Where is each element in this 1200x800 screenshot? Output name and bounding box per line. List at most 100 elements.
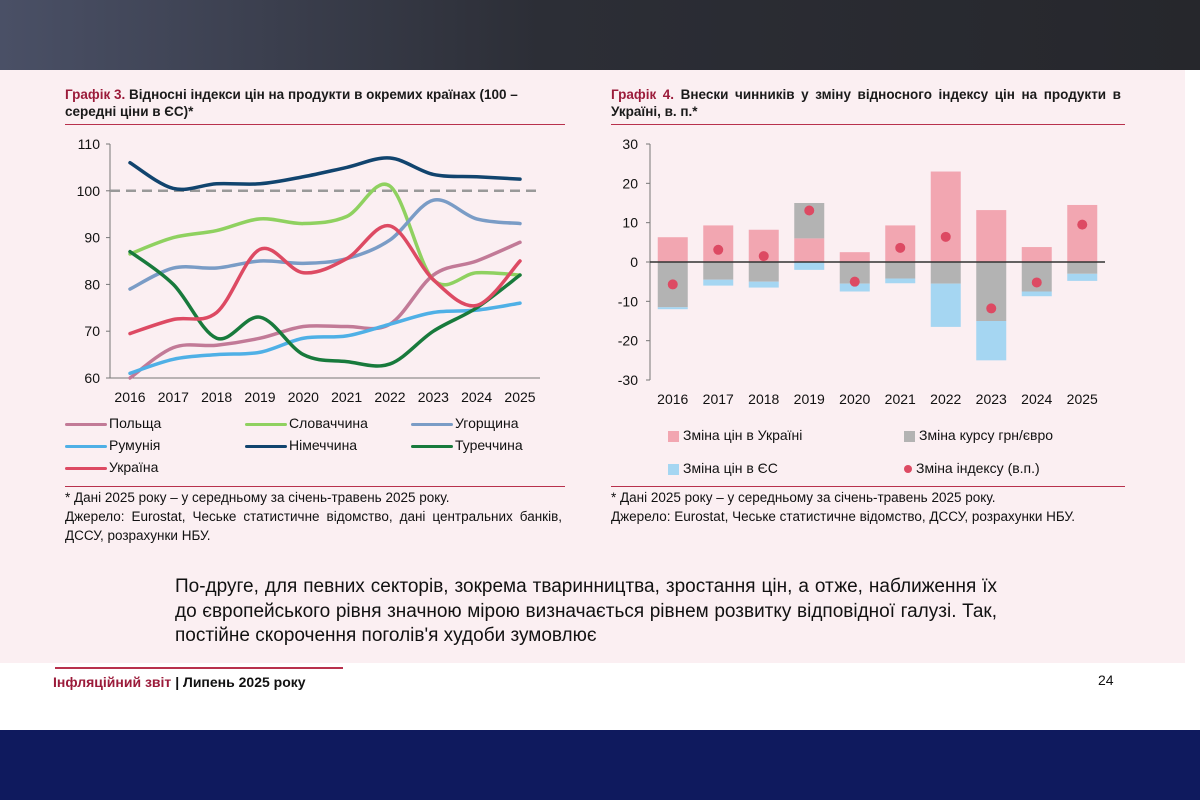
chart4-legend-item: Зміна цін в Україні	[668, 427, 802, 443]
chart3-legend-label: Румунія	[109, 437, 161, 453]
chart3-y-tick-label: 90	[84, 230, 100, 246]
chart4-title: Графік 4. Внески чинників у зміну віднос…	[611, 86, 1121, 120]
chart4-bar-eu_prices	[1021, 291, 1052, 297]
chart3-x-tick-label: 2020	[288, 389, 319, 405]
body-paragraph: По-друге, для певних секторів, зокрема т…	[175, 576, 997, 646]
chart3-x-tick-label: 2019	[244, 389, 275, 405]
chart3-series-line-turkey	[128, 249, 522, 368]
chart4-bar-ua_prices	[839, 252, 870, 262]
chart4-index-point	[713, 244, 724, 255]
chart3-legend-swatch	[245, 444, 287, 448]
chart4-bar-fx	[703, 262, 734, 280]
chart4-x-tick-label: 2016	[657, 391, 688, 407]
chart4-index-point	[895, 242, 906, 253]
chart4-legend-swatch	[904, 430, 915, 442]
chart4-bar-chart: -30 -20 -10 0 10 20 30 2016 2017 2018 2019 2020 2021…	[618, 136, 1105, 407]
footer: Інфляційний звіт | Липень 2025 року	[53, 674, 306, 690]
chart4-y-tick-label: 20	[622, 175, 638, 191]
chart4-index-point	[1077, 219, 1088, 230]
chart3-source: Джерело: Eurostat, Чеське статистичне ві…	[65, 509, 562, 543]
chart3-x-tick-label: 2016	[114, 389, 145, 405]
chart3-legend-label: Угорщина	[455, 415, 519, 431]
chart3-x-tick-label: 2022	[374, 389, 405, 405]
chart3-x-tick-label: 2021	[331, 389, 362, 405]
chart4-note: * Дані 2025 року – у середньому за січен…	[611, 490, 996, 505]
chart4-legend-swatch	[668, 463, 679, 475]
chart4-legend-item: Зміна індексу (в.п.)	[904, 460, 1040, 476]
chart4-bar-ua_prices	[657, 237, 688, 262]
chart3-legend-swatch	[65, 466, 107, 470]
chart3-x-tick-label: 2023	[418, 389, 449, 405]
chart3-y-tick-label: 60	[84, 370, 100, 386]
chart4-x-tick-label: 2020	[839, 391, 870, 407]
chart4-y-tick-label: 10	[622, 215, 638, 231]
chart4-bar-eu_prices	[794, 262, 825, 270]
chart3-legend-item: Туреччина	[411, 437, 523, 453]
chart4-notes: * Дані 2025 року – у середньому за січен…	[611, 488, 1121, 526]
chart3-legend-swatch	[65, 422, 107, 426]
chart3-title-rule	[65, 124, 565, 125]
chart4-bar-eu_prices	[703, 279, 734, 286]
chart3-legend-item: Німеччина	[245, 437, 357, 453]
chart4-label: Графік 4.	[611, 87, 675, 102]
chart4-y-tick-label: -10	[618, 293, 638, 309]
chart3-series-line-hungary	[128, 198, 522, 291]
chart4-bar-ua_prices	[976, 210, 1007, 262]
chart3-panel	[0, 70, 585, 663]
chart4-index-point	[986, 303, 997, 314]
chart3-y-tick-label: 100	[77, 183, 101, 199]
chart4-x-tick-label: 2019	[794, 391, 825, 407]
chart3-legend-item: Словаччина	[245, 415, 368, 431]
chart3-legend-label: Україна	[109, 459, 159, 475]
chart4-x-tick-label: 2024	[1021, 391, 1052, 407]
chart4-x-tick-label: 2018	[748, 391, 779, 407]
footer-rule	[55, 667, 343, 669]
chart3-legend-swatch	[411, 444, 453, 448]
chart4-bar-fx	[885, 262, 916, 279]
chart4-bar-fx	[930, 262, 961, 284]
chart3-x-tick-label: 2024	[461, 389, 492, 405]
chart4-bar-eu_prices	[839, 283, 870, 292]
chart4-bar-fx	[748, 262, 779, 282]
chart3-legend-item: Польща	[65, 415, 161, 431]
chart4-bar-ua_prices	[930, 171, 961, 262]
chart3-legend-swatch	[65, 444, 107, 448]
chart4-legend-swatch	[904, 465, 912, 474]
chart4-bar-fx	[1067, 262, 1098, 274]
chart4-index-point	[1031, 277, 1042, 288]
chart4-x-tick-label: 2017	[703, 391, 734, 407]
chart4-index-point	[940, 231, 951, 242]
chart4-legend-item: Зміна курсу грн/євро	[904, 427, 1053, 443]
chart4-y-tick-label: -20	[618, 333, 638, 349]
chart3-line-chart: 60 70 80 90 100 110 2016 2017 2018 2019 2020 2021 20…	[77, 136, 540, 405]
chart4-x-tick-label: 2023	[976, 391, 1007, 407]
chart3-legend-label: Німеччина	[289, 437, 358, 453]
chart3-notes: * Дані 2025 року – у середньому за січен…	[65, 488, 562, 545]
chart4-bar-eu_prices	[885, 278, 916, 284]
chart3-y-tick-label: 70	[84, 323, 100, 339]
chart3-series-line-germany	[128, 156, 522, 192]
chart4-x-tick-label: 2022	[930, 391, 961, 407]
chart4-bottom-rule	[611, 486, 1125, 487]
chart4-bar-ua_prices	[794, 238, 825, 262]
chart4-legend-label: Зміна цін в Україні	[683, 427, 803, 443]
chart3-legend-item: Угорщина	[411, 415, 519, 431]
chart3-series-line-ukraine	[128, 224, 522, 336]
chart3-y-tick-label: 110	[78, 136, 101, 152]
chart4-source: Джерело: Eurostat, Чеське статистичне ві…	[611, 509, 1075, 524]
chart4-legend-swatch	[668, 430, 679, 442]
chart3-legend-label: Туреччина	[455, 437, 523, 453]
chart3-x-tick-label: 2017	[158, 389, 189, 405]
chart4-y-tick-label: -30	[618, 372, 638, 388]
chart4-x-tick-label: 2021	[885, 391, 916, 407]
chart4-index-point	[804, 205, 815, 216]
chart3-title-text: Відносні індекси цін на продукти в окрем…	[65, 87, 518, 119]
chart4-panel	[585, 70, 1185, 663]
chart3-legend-swatch	[245, 422, 287, 426]
chart4-bar-ua_prices	[1067, 204, 1098, 262]
chart4-title-rule	[611, 124, 1125, 125]
chart3-legend-item: Румунія	[65, 437, 160, 453]
chart4-bar-eu_prices	[976, 321, 1007, 361]
chart3-x-tick-label: 2018	[201, 389, 232, 405]
chart4-legend-label: Зміна індексу (в.п.)	[916, 460, 1040, 476]
